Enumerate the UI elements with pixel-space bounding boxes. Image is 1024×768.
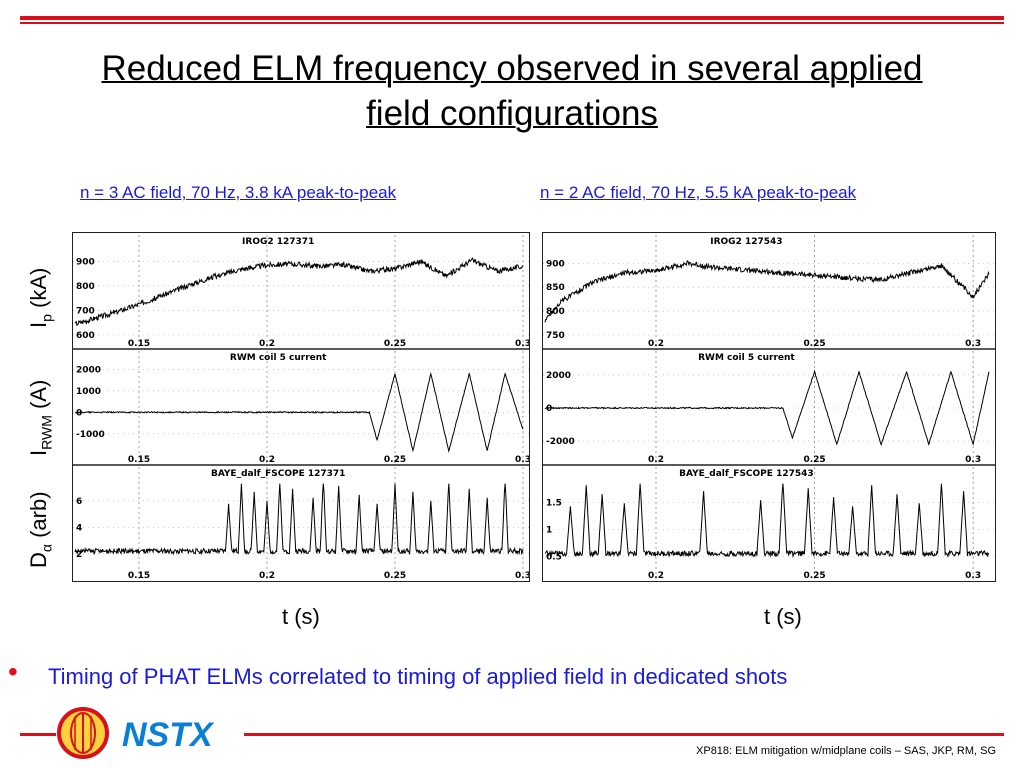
x-tick-label: 0.2: [259, 339, 275, 349]
y-tick-label: 4: [76, 523, 82, 533]
x-tick-label: 0.3: [965, 455, 981, 465]
subplot-title: RWM coil 5 current: [230, 353, 327, 363]
subplot-0: 0.2 0.25 0.3 900 850 800 750 IROG2 127543: [543, 235, 995, 349]
x-tick-label: 0.15: [128, 339, 150, 349]
x-tick-label: 0.3: [515, 339, 529, 349]
y-tick-label: -2000: [546, 437, 575, 447]
x-tick-label: 0.25: [803, 339, 825, 349]
title-line-2: field configurations: [366, 94, 658, 133]
slide-title: Reduced ELM frequency observed in severa…: [40, 46, 984, 136]
title-line-1: Reduced ELM frequency observed in severa…: [101, 49, 923, 88]
y-tick-label: 900: [546, 259, 565, 269]
y-tick-label: 6: [76, 497, 82, 507]
footer-rule-right: [244, 733, 1004, 736]
subplot-0: 0.15 0.2 0.25 0.3 900 800 700 600 IROG2 127371: [73, 235, 529, 349]
y-tick-label: 1000: [76, 387, 101, 397]
x-tick-label: 0.2: [648, 571, 664, 581]
subtitle-left[interactable]: n = 3 AC field, 70 Hz, 3.8 kA peak-to-pe…: [80, 183, 397, 202]
subplot-2: 0.2 0.25 0.3 1.5 1 0.5 BAYE_dalf_FSCOPE 127543: [543, 464, 995, 581]
top-rule: [20, 16, 1004, 24]
series-line: [544, 369, 990, 447]
xlabel-right: t (s): [764, 604, 802, 629]
bullet-icon: •: [8, 656, 18, 687]
y-tick-label: 1.5: [546, 499, 562, 509]
series-line: [74, 371, 524, 453]
x-tick-label: 0.25: [384, 455, 406, 465]
x-tick-label: 0.2: [648, 455, 664, 465]
x-tick-label: 0.25: [803, 455, 825, 465]
x-tick-label: 0.25: [803, 571, 825, 581]
chart-panel-right: 0.2 0.25 0.3 900 850 800 750 IROG2 127543 0.2 0.2…: [542, 232, 996, 582]
ylabel-ip: Ip (kA): [26, 267, 55, 328]
x-tick-label: 0.25: [384, 339, 406, 349]
subplot-1: 0.15 0.2 0.25 0.3 2000 1000 0 -1000 RWM coil 5 c…: [73, 348, 529, 465]
x-tick-label: 0.3: [965, 571, 981, 581]
x-tick-label: 0.15: [128, 455, 150, 465]
subplot-2: 0.15 0.2 0.25 0.3 6 4 2 BAYE_dalf_FSCOPE 127371: [73, 464, 529, 581]
y-tick-label: 850: [546, 283, 565, 293]
ylabel-dalpha: Dα (arb): [26, 491, 55, 568]
subplot-1: 0.2 0.25 0.3 2000 0 -2000 RWM coil 5 current: [543, 348, 995, 465]
y-tick-label: 1: [546, 525, 552, 535]
x-tick-label: 0.2: [648, 339, 664, 349]
y-tick-label: 2000: [76, 365, 101, 375]
subplot-title: IROG2 127543: [710, 237, 782, 247]
x-tick-label: 0.3: [515, 571, 529, 581]
x-tick-label: 0.3: [515, 455, 529, 465]
bullet-text: Timing of PHAT ELMs correlated to timing…: [48, 664, 788, 689]
series-line: [544, 260, 990, 323]
nstx-logo-text: NSTX: [122, 716, 213, 754]
subtitle-right[interactable]: n = 2 AC field, 70 Hz, 5.5 kA peak-to-pe…: [540, 183, 857, 202]
y-tick-label: 600: [76, 331, 95, 341]
x-tick-label: 0.2: [259, 455, 275, 465]
subplot-title: IROG2 127371: [242, 237, 314, 247]
y-tick-label: 750: [546, 331, 565, 341]
subplot-title: RWM coil 5 current: [698, 353, 795, 363]
y-tick-label: 700: [76, 306, 95, 316]
series-line: [74, 483, 524, 556]
y-tick-label: 0.5: [546, 552, 562, 562]
y-tick-label: 2000: [546, 371, 571, 381]
y-tick-label: 0: [76, 408, 82, 418]
x-tick-label: 0.15: [128, 571, 150, 581]
subplot-title: BAYE_dalf_FSCOPE 127371: [211, 469, 345, 479]
x-tick-label: 0.25: [384, 571, 406, 581]
y-tick-label: 900: [76, 257, 95, 267]
series-line: [544, 483, 990, 558]
y-tick-label: -1000: [76, 430, 105, 440]
chart-panel-left: 0.15 0.2 0.25 0.3 900 800 700 600 IROG2 127371 0.…: [72, 232, 530, 582]
nstx-logo-icon: [57, 707, 109, 759]
footer-credit: XP818: ELM mitigation w/midplane coils –…: [696, 745, 996, 757]
series-line: [74, 257, 524, 327]
subplot-title: BAYE_dalf_FSCOPE 127543: [679, 469, 813, 479]
y-tick-label: 0: [546, 404, 552, 414]
xlabel-left: t (s): [282, 604, 320, 629]
ylabel-rwm: IRWM (A): [26, 379, 55, 456]
x-tick-label: 0.2: [259, 571, 275, 581]
y-tick-label: 2: [76, 550, 82, 560]
y-tick-label: 800: [76, 282, 95, 292]
footer-rule-left: [20, 733, 56, 736]
y-tick-label: 800: [546, 307, 565, 317]
x-tick-label: 0.3: [965, 339, 981, 349]
